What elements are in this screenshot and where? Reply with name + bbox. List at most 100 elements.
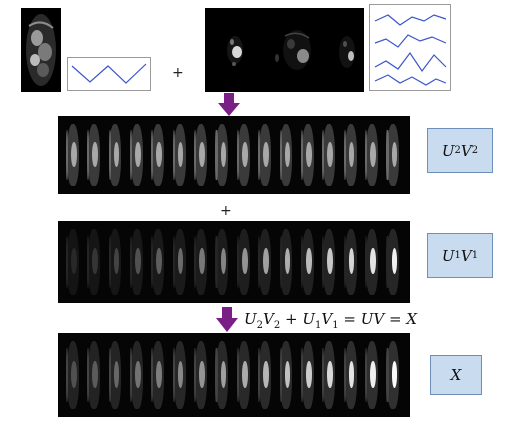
mri-frame [383, 221, 404, 303]
temporal-curve [71, 63, 147, 84]
mri-frame-heart [177, 360, 184, 388]
mri-frame [126, 333, 147, 417]
mri-frame-spine [129, 235, 133, 289]
mri-frame [62, 116, 83, 194]
down-arrow-icon [218, 93, 240, 116]
mri-frame-heart [391, 141, 398, 167]
mri-frame-spine [215, 348, 218, 402]
mri-frame [319, 116, 340, 194]
mri-frame-heart [327, 360, 334, 388]
mri-frame-heart [156, 248, 163, 275]
label-x-text: X [450, 366, 462, 384]
mri-frame-spine [87, 348, 90, 402]
mri-frame-heart [263, 248, 269, 275]
mri-frame-heart [70, 141, 77, 167]
mri-frame-spine [322, 348, 325, 402]
mri-frame-heart [348, 248, 355, 275]
mri-frame [62, 221, 83, 303]
mri-frame-heart [220, 141, 227, 167]
mri-frame [190, 221, 211, 303]
mri-frame [297, 221, 318, 303]
mri-frame-heart [92, 360, 98, 388]
mri-frame [297, 116, 318, 194]
eq-term3: UV [360, 310, 385, 328]
label-u2v2-u-sub: 2 [454, 145, 461, 156]
label-u1v1-u-sub: 1 [454, 250, 461, 261]
temporal-curve-plot [67, 57, 151, 91]
mri-frame [233, 221, 254, 303]
mri-frame-spine [236, 348, 239, 402]
mri-frame [190, 116, 211, 194]
mri-frame [212, 221, 233, 303]
label-u2v2-v-sub: 2 [471, 145, 479, 156]
mri-frame-spine [65, 235, 68, 289]
mri-frame [148, 116, 169, 194]
mri-frame-heart [220, 248, 227, 275]
mri-frame-heart [199, 360, 205, 388]
mri-frame-spine [386, 235, 389, 289]
mri-frame-spine [172, 130, 175, 180]
mri-frame-heart [284, 360, 291, 388]
mri-frame-spine [258, 235, 261, 289]
mri-frame [83, 221, 104, 303]
mri-frame-heart [306, 248, 312, 275]
mri-frame-spine [194, 130, 197, 180]
mri-frame-heart [370, 141, 376, 167]
label-u2v2-v: V [460, 141, 472, 160]
label-x: X [430, 355, 482, 395]
mri-frame-spine [172, 348, 175, 402]
mri-frame-spine [279, 130, 282, 180]
mri-frame-spine [279, 235, 282, 289]
mri-frame-heart [177, 248, 184, 275]
mri-frame-spine [65, 348, 68, 402]
mri-frame [340, 333, 361, 417]
mri-frame-spine [258, 130, 261, 180]
mri-frame-spine [108, 348, 111, 402]
mri-frame [105, 333, 126, 417]
mri-frame-heart [177, 141, 184, 167]
eq-equals-1: = [338, 310, 361, 328]
mri-frame [340, 116, 361, 194]
mri-frame-heart [113, 141, 120, 167]
mri-frame [319, 221, 340, 303]
mri-frame-spine [236, 130, 239, 180]
mri-frame [169, 221, 190, 303]
mri-frame-heart [306, 360, 312, 388]
mri-frame-spine [236, 235, 239, 289]
mri-frame [212, 116, 233, 194]
mri-frame-heart [306, 141, 312, 167]
plus-sign-middle: + [220, 203, 232, 219]
eq-plus: + [280, 310, 303, 328]
mri-frame-spine [300, 235, 304, 289]
mri-frame [254, 221, 275, 303]
eq-term4: X [406, 310, 417, 328]
mri-frame-heart [348, 141, 355, 167]
sparse-components-image [205, 8, 364, 92]
eq-term2-u-sub: 1 [315, 320, 322, 331]
mri-frame-spine [151, 348, 154, 402]
eq-term1-u: U [244, 310, 257, 328]
mri-frame-heart [241, 360, 248, 388]
mri-frame [276, 221, 297, 303]
mri-frame-heart [199, 141, 205, 167]
mri-frame [62, 333, 83, 417]
eq-term2-u: U [302, 310, 316, 328]
mri-frame-spine [215, 130, 218, 180]
down-arrow-icon [216, 307, 238, 332]
mri-frame-spine [108, 130, 111, 180]
mri-frame-heart [241, 248, 248, 275]
mri-frame [126, 116, 147, 194]
mri-frame-spine [300, 348, 304, 402]
mri-frame-spine [87, 235, 90, 289]
temporal-basis-curves [374, 14, 447, 86]
mri-frame [254, 333, 275, 417]
mri-frame-heart [391, 360, 398, 388]
frame-strip-x [58, 333, 410, 417]
mri-frame-image [21, 8, 61, 92]
mri-frame [148, 221, 169, 303]
mri-frame [361, 221, 382, 303]
label-u1v1-v: V [460, 246, 472, 265]
temporal-basis-plot [369, 4, 451, 91]
mri-frame-heart [135, 141, 141, 167]
mri-frame-spine [129, 348, 133, 402]
